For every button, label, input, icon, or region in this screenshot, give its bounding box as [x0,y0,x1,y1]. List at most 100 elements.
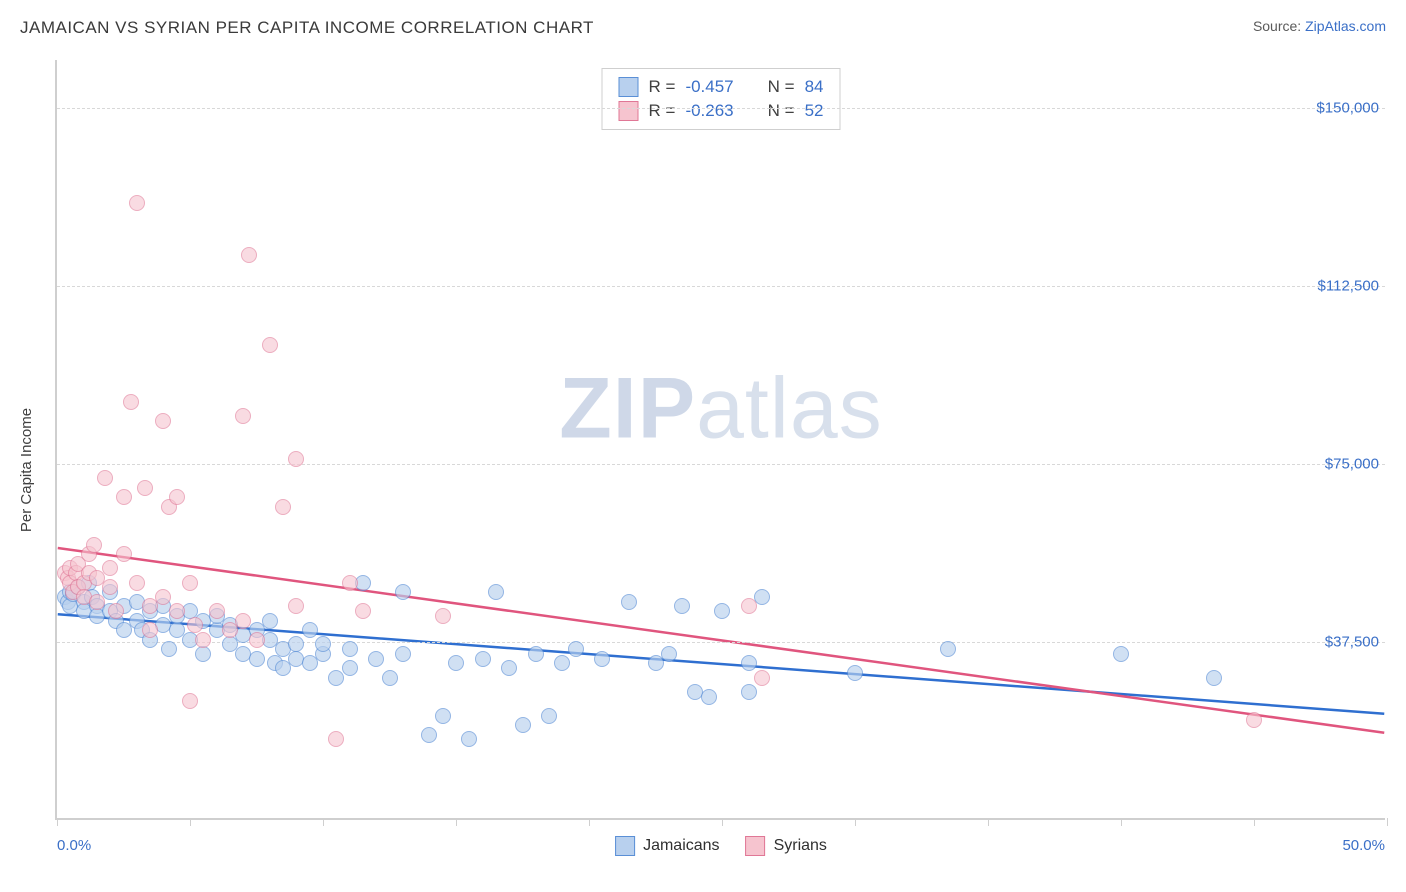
data-point-syrians [182,693,198,709]
swatch-syrians [619,101,639,121]
data-point-syrians [182,575,198,591]
legend-item-jamaicans: Jamaicans [615,836,719,856]
chart-container: Per Capita Income ZIPatlas R = -0.457N =… [0,50,1406,880]
data-point-jamaicans [288,636,304,652]
x-tick [1387,818,1388,826]
data-point-syrians [116,546,132,562]
legend-label-syrians: Syrians [774,837,827,855]
gridline-h [57,108,1385,109]
data-point-jamaicans [1206,670,1222,686]
data-point-syrians [435,608,451,624]
x-tick [1121,818,1122,826]
data-point-jamaicans [448,655,464,671]
legend-swatch-jamaicans [615,836,635,856]
data-point-jamaicans [661,646,677,662]
x-tick [1254,818,1255,826]
data-point-jamaicans [568,641,584,657]
watermark-atlas: atlas [696,360,883,456]
data-point-syrians [123,394,139,410]
data-point-jamaicans [754,589,770,605]
data-point-jamaicans [395,646,411,662]
stat-N-value-jamaicans: 84 [805,77,824,97]
data-point-syrians [235,613,251,629]
source-link[interactable]: ZipAtlas.com [1305,18,1386,34]
data-point-syrians [97,470,113,486]
swatch-jamaicans [619,77,639,97]
data-point-jamaicans [421,727,437,743]
y-tick-label: $112,500 [1318,277,1379,294]
data-point-syrians [129,575,145,591]
plot-area: ZIPatlas R = -0.457N = 84R = -0.263N = 5… [55,60,1385,820]
data-point-jamaicans [161,641,177,657]
legend-label-jamaicans: Jamaicans [643,837,719,855]
watermark: ZIPatlas [559,359,882,458]
source-prefix: Source: [1253,18,1305,34]
watermark-zip: ZIP [559,360,696,456]
data-point-jamaicans [249,651,265,667]
data-point-syrians [155,589,171,605]
data-point-syrians [169,489,185,505]
data-point-syrians [754,670,770,686]
data-point-jamaicans [315,636,331,652]
stats-row-syrians: R = -0.263N = 52 [619,99,824,123]
data-point-jamaicans [475,651,491,667]
data-point-jamaicans [342,660,358,676]
data-point-jamaicans [302,622,318,638]
data-point-jamaicans [461,731,477,747]
data-point-jamaicans [621,594,637,610]
data-point-jamaicans [501,660,517,676]
data-point-jamaicans [382,670,398,686]
data-point-jamaicans [940,641,956,657]
data-point-syrians [1246,712,1262,728]
legend-swatch-syrians [746,836,766,856]
data-point-jamaicans [674,598,690,614]
data-point-syrians [288,451,304,467]
stat-N-label: N = [768,77,795,97]
data-point-jamaicans [342,641,358,657]
data-point-syrians [108,603,124,619]
data-point-syrians [328,731,344,747]
data-point-jamaicans [528,646,544,662]
x-axis-max-label: 50.0% [1342,837,1385,854]
x-axis-min-label: 0.0% [57,837,91,854]
stats-legend-box: R = -0.457N = 84R = -0.263N = 52 [602,68,841,130]
stat-N-label: N = [768,101,795,121]
data-point-syrians [102,560,118,576]
data-point-syrians [142,622,158,638]
data-point-jamaicans [262,613,278,629]
data-point-syrians [241,247,257,263]
legend-item-syrians: Syrians [746,836,827,856]
data-point-jamaicans [741,655,757,671]
data-point-syrians [262,337,278,353]
data-point-syrians [137,480,153,496]
data-point-syrians [249,632,265,648]
data-point-syrians [355,603,371,619]
y-tick-label: $75,000 [1325,455,1379,472]
data-point-jamaicans [701,689,717,705]
data-point-syrians [342,575,358,591]
y-tick-label: $150,000 [1316,99,1379,116]
data-point-jamaicans [1113,646,1129,662]
data-point-syrians [89,594,105,610]
data-point-jamaicans [554,655,570,671]
data-point-jamaicans [195,646,211,662]
y-tick-label: $37,500 [1325,633,1379,650]
source-attribution: Source: ZipAtlas.com [1253,18,1386,34]
gridline-h [57,286,1385,287]
data-point-syrians [86,537,102,553]
data-point-syrians [169,603,185,619]
data-point-jamaicans [847,665,863,681]
data-point-jamaicans [488,584,504,600]
data-point-jamaicans [515,717,531,733]
data-point-jamaicans [435,708,451,724]
y-axis-label: Per Capita Income [18,408,35,532]
series-legend: Jamaicans Syrians [615,836,827,856]
chart-title: JAMAICAN VS SYRIAN PER CAPITA INCOME COR… [20,18,594,38]
stats-row-jamaicans: R = -0.457N = 84 [619,75,824,99]
data-point-syrians [155,413,171,429]
data-point-jamaicans [594,651,610,667]
x-tick [57,818,58,826]
data-point-jamaicans [741,684,757,700]
data-point-jamaicans [714,603,730,619]
data-point-syrians [209,603,225,619]
